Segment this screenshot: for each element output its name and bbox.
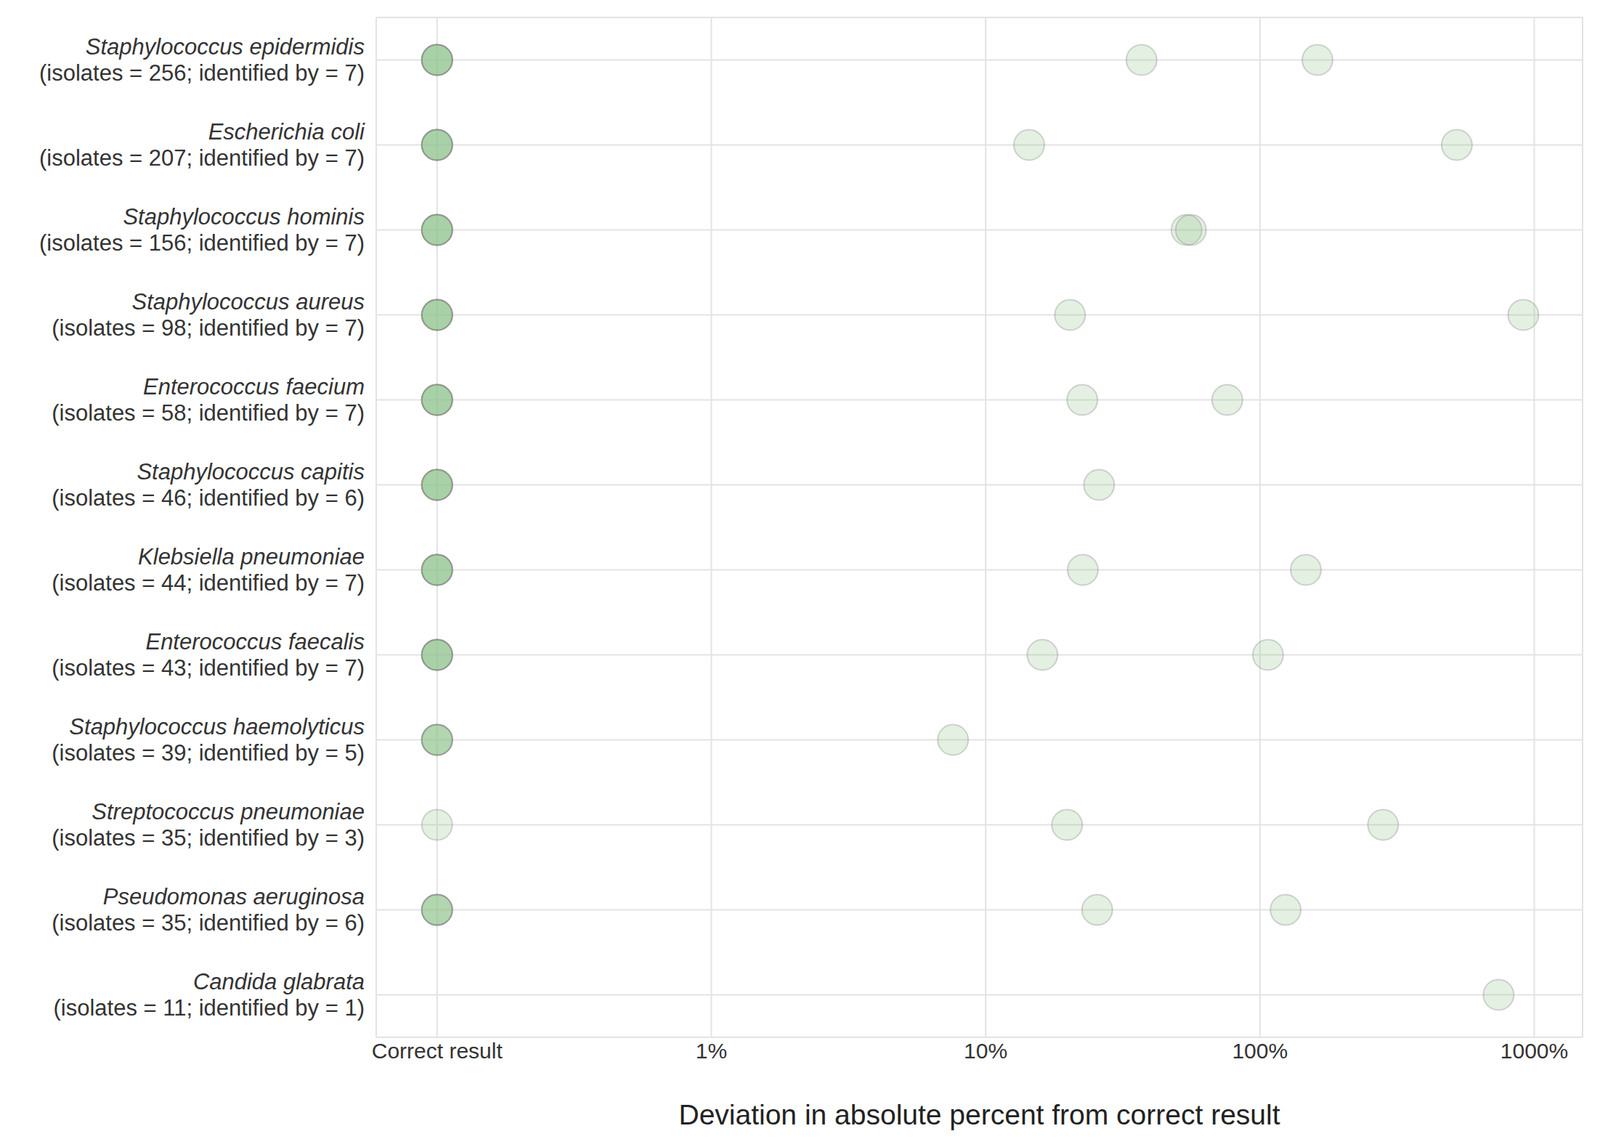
svg-text:Staphylococcus aureus(isolates: Staphylococcus aureus(isolates = 98; ide… <box>51 289 365 341</box>
svg-text:Correct result: Correct result <box>371 1038 504 1063</box>
svg-text:Enterococcus faecium(isolates: Enterococcus faecium(isolates = 58; iden… <box>51 374 365 426</box>
svg-text:Deviation in absolute percent: Deviation in absolute percent from corre… <box>678 1098 1280 1131</box>
svg-text:10%: 10% <box>963 1038 1008 1063</box>
svg-text:100%: 100% <box>1231 1038 1288 1063</box>
svg-text:Staphylococcus capitis(isolate: Staphylococcus capitis(isolates = 46; id… <box>51 459 365 511</box>
svg-text:Candida glabrata(isolates = 11: Candida glabrata(isolates = 11; identifi… <box>53 968 365 1021</box>
svg-text:Klebsiella pneumoniae(isolates: Klebsiella pneumoniae(isolates = 44; ide… <box>51 543 365 596</box>
svg-text:1%: 1% <box>695 1038 728 1063</box>
svg-text:1000%: 1000% <box>1500 1038 1569 1063</box>
svg-text:Streptococcus pneumoniae(isola: Streptococcus pneumoniae(isolates = 35; … <box>51 798 365 851</box>
svg-text:Staphylococcus hominis(isolate: Staphylococcus hominis(isolates = 156; i… <box>39 204 365 256</box>
svg-text:Enterococcus faecalis(isolates: Enterococcus faecalis(isolates = 43; ide… <box>51 628 365 681</box>
svg-text:Escherichia coli(isolates = 20: Escherichia coli(isolates = 207; identif… <box>39 119 366 171</box>
svg-text:Pseudomonas aeruginosa(isolate: Pseudomonas aeruginosa(isolates = 35; id… <box>51 883 365 936</box>
svg-text:Staphylococcus epidermidis(iso: Staphylococcus epidermidis(isolates = 25… <box>39 34 365 86</box>
svg-text:Staphylococcus haemolyticus(is: Staphylococcus haemolyticus(isolates = 3… <box>51 713 365 766</box>
